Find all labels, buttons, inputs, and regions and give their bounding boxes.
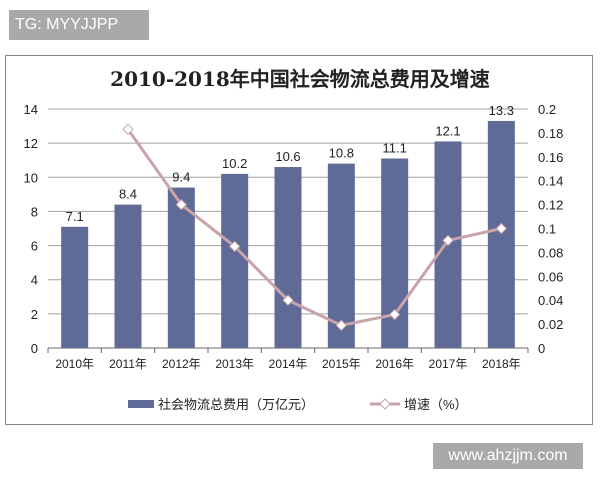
y-right-tick-label: 0.04 <box>538 293 563 308</box>
growth-point <box>335 319 348 332</box>
bar <box>114 204 142 348</box>
x-tick-label: 2017年 <box>429 357 468 371</box>
legend-line-label: 增速（%） <box>404 397 468 412</box>
legend-bar-label: 社会物流总费用（万亿元） <box>158 397 314 412</box>
y-right-tick-label: 0.08 <box>538 245 563 260</box>
x-tick-label: 2013年 <box>215 357 254 371</box>
bar-data-label: 9.4 <box>172 170 190 185</box>
x-tick-label: 2012年 <box>162 357 201 371</box>
y-right-tick-label: 0 <box>538 341 545 356</box>
x-tick-label: 2010年 <box>55 357 94 371</box>
y-left-tick-label: 6 <box>31 239 38 254</box>
bar-data-label: 13.3 <box>489 103 514 118</box>
y-left-tick-label: 12 <box>24 136 38 151</box>
growth-line <box>126 128 502 327</box>
growth-point <box>442 234 454 247</box>
x-tick-label: 2018年 <box>482 357 521 371</box>
watermark: www.ahzjjm.com <box>433 443 583 469</box>
y-right-tick-label: 0.16 <box>538 150 563 165</box>
y-right-tick-label: 0.02 <box>538 317 563 332</box>
growth-point <box>388 308 401 321</box>
bar <box>221 173 249 348</box>
x-tick-label: 2011年 <box>109 357 147 371</box>
y-left-tick-label: 2 <box>31 307 38 322</box>
bar-data-label: 8.4 <box>119 187 137 202</box>
bar-data-label: 10.8 <box>329 146 354 161</box>
y-left-tick-label: 8 <box>31 204 38 219</box>
legend-line-marker <box>379 398 391 410</box>
bar-data-label: 10.6 <box>275 149 300 164</box>
y-left-tick-label: 10 <box>24 170 38 185</box>
chart-title: 2010-2018年中国社会物流总费用及增速 <box>110 67 490 91</box>
bar <box>327 163 355 348</box>
bar <box>167 187 195 348</box>
x-tick-label: 2014年 <box>269 357 308 371</box>
bar-data-label: 7.1 <box>66 209 84 224</box>
bar-data-label: 10.2 <box>222 156 247 171</box>
y-right-tick-label: 0.12 <box>538 198 563 213</box>
y-right-tick-label: 0.14 <box>538 174 563 189</box>
growth-point <box>282 294 294 306</box>
bar-data-label: 11.1 <box>382 141 406 156</box>
y-left-tick-label: 14 <box>24 102 38 117</box>
growth-point <box>122 123 134 136</box>
bar <box>274 167 302 348</box>
y-left-tick-label: 4 <box>31 273 38 288</box>
y-right-tick-label: 0.06 <box>538 269 563 284</box>
legend-bar-swatch <box>128 400 154 408</box>
y-left-tick-label: 0 <box>31 341 38 356</box>
chart-frame <box>5 55 593 425</box>
y-right-tick-label: 0.18 <box>538 126 563 141</box>
x-tick-label: 2015年 <box>322 357 361 371</box>
bar <box>487 120 515 348</box>
tag-label: TG: MYYJJPP <box>9 10 149 40</box>
bar <box>61 226 89 348</box>
y-right-tick-label: 0.1 <box>538 222 556 237</box>
growth-point <box>495 222 508 235</box>
y-right-tick-label: 0.2 <box>538 102 556 117</box>
x-tick-label: 2016年 <box>375 357 414 371</box>
growth-point <box>228 240 241 253</box>
growth-point <box>175 198 188 211</box>
bar-data-label: 12.1 <box>435 123 460 138</box>
